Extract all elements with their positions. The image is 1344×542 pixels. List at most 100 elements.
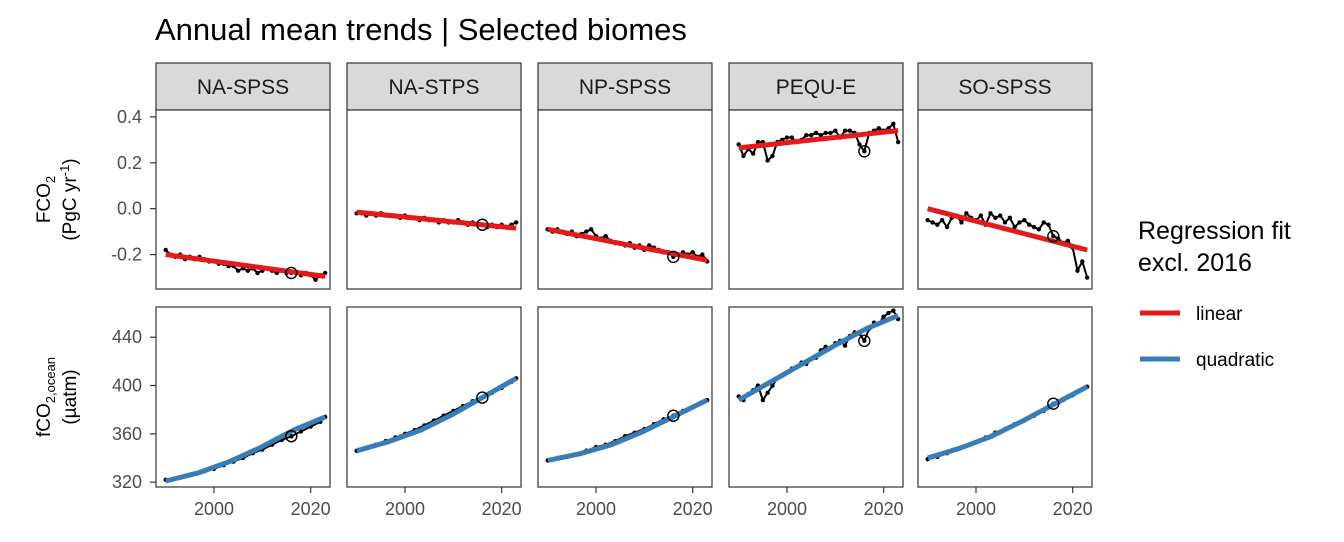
- panel-frame: [728, 306, 904, 488]
- data-point: [588, 227, 594, 232]
- facet-strip: [537, 62, 713, 111]
- data-point: [750, 151, 756, 156]
- data-point: [944, 224, 950, 230]
- data-point: [978, 213, 984, 218]
- excluded-2016-marker: [285, 430, 298, 443]
- data-point: [959, 220, 964, 225]
- legend-title-line1: Regression fit: [1138, 217, 1291, 245]
- data-point: [808, 133, 814, 138]
- data-point: [760, 397, 766, 403]
- x-tick-label: 2020: [291, 499, 331, 519]
- facet-label: NA-STPS: [388, 76, 479, 99]
- x-tick-label: 2000: [956, 499, 996, 519]
- data-point: [895, 139, 901, 145]
- y-axis-unit-text: (PgC yr: [60, 176, 81, 241]
- quadratic-fit-line: [165, 414, 327, 484]
- data-point: [1046, 222, 1051, 227]
- excluded-2016-marker: [285, 266, 298, 280]
- data-point: [700, 252, 705, 257]
- excluded-2016-marker: [476, 218, 489, 231]
- data-point: [842, 343, 848, 348]
- data-point: [1036, 227, 1042, 232]
- data-point: [964, 211, 969, 216]
- data-point: [235, 268, 241, 273]
- data-point: [886, 310, 891, 316]
- y-tick-label: 400: [112, 376, 142, 396]
- data-point: [313, 277, 318, 283]
- data-point: [804, 133, 809, 138]
- data-point: [891, 308, 896, 313]
- facet-label: SO-SPSS: [958, 76, 1051, 99]
- panel-frame: [537, 109, 713, 290]
- y-tick-label: 360: [112, 424, 142, 444]
- x-tick-label: 2020: [864, 499, 904, 519]
- linear-fit-line: [165, 252, 326, 279]
- data-point: [770, 383, 775, 388]
- y-tick-label: 320: [112, 472, 142, 492]
- data-point: [993, 215, 998, 221]
- y-tick-label: 0.2: [117, 153, 142, 173]
- excluded-2016-marker: [858, 145, 871, 158]
- data-point: [857, 142, 862, 147]
- data-point: [1041, 220, 1046, 225]
- data-point: [1031, 224, 1037, 230]
- data-point: [784, 135, 790, 140]
- y-axis-unit: (PgC yr-1): [57, 158, 81, 240]
- facet-label: NA-SPSS: [197, 76, 289, 99]
- data-point: [513, 220, 519, 225]
- panel-frame: [728, 109, 904, 290]
- legend-label: linear: [1196, 304, 1243, 325]
- y-axis-unit: (µatm): [60, 369, 81, 424]
- data-point: [862, 149, 867, 154]
- y-tick-label: 440: [112, 327, 142, 347]
- data-point: [813, 130, 819, 136]
- legend-title-line2: excl. 2016: [1138, 249, 1252, 277]
- y-axis-title-main: fCO: [34, 403, 55, 437]
- quadratic-fit-line: [547, 397, 709, 463]
- data-point: [1051, 234, 1056, 239]
- data-point: [842, 128, 848, 133]
- linear-fit-line: [356, 209, 517, 231]
- data-point: [770, 153, 775, 159]
- y-axis-title: FCO2: [34, 176, 58, 223]
- data-point: [847, 128, 853, 133]
- data-point: [935, 222, 940, 227]
- panel-frame: [155, 109, 331, 290]
- data-point: [1022, 217, 1027, 223]
- facet-strip: [728, 62, 904, 111]
- x-tick-label: 2020: [482, 499, 522, 519]
- data-point: [245, 268, 251, 273]
- data-point: [1084, 275, 1090, 280]
- data-point: [584, 229, 589, 234]
- data-point: [289, 434, 294, 439]
- x-tick-label: 2000: [576, 499, 616, 519]
- legend-items: linear quadratic: [1140, 304, 1274, 371]
- excluded-2016-marker: [1047, 230, 1060, 243]
- legend-label: quadratic: [1196, 350, 1274, 371]
- data-point: [876, 126, 882, 131]
- y-axis-title-subscript: 2: [43, 176, 58, 183]
- excluded-2016-marker: [667, 409, 680, 422]
- quadratic-fit-line: [737, 313, 900, 403]
- x-tick-label: 2020: [673, 499, 713, 519]
- data-point: [997, 213, 1003, 218]
- data-point: [823, 130, 828, 136]
- excluded-2016-marker: [858, 334, 871, 348]
- data-point: [818, 133, 824, 138]
- quadratic-fit-line: [926, 384, 1089, 461]
- facet-strip: [155, 62, 331, 111]
- panel-frame: [537, 306, 713, 488]
- data-point: [298, 429, 304, 434]
- data-point: [939, 217, 945, 223]
- data-point: [930, 220, 935, 225]
- excluded-2016-marker: [476, 391, 489, 404]
- y-tick-label: 0.0: [117, 199, 142, 219]
- data-point: [1002, 220, 1008, 225]
- linear-fit-line: [738, 128, 899, 151]
- data-point: [163, 247, 168, 253]
- data-point: [1080, 259, 1085, 264]
- y-axis-title: fCO2,ocean: [34, 357, 58, 437]
- chart-title: Annual mean trends | Selected biomes: [155, 12, 687, 47]
- legend: Regression fit excl. 2016 linear quadrati…: [1138, 217, 1291, 371]
